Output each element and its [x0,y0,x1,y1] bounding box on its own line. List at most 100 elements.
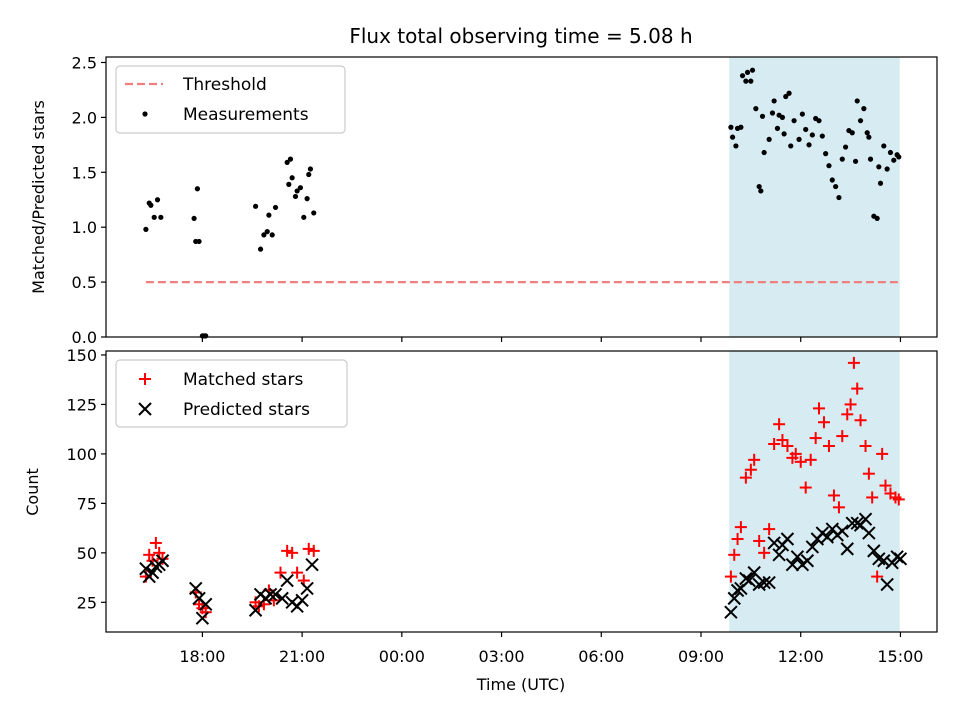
y-tick-label: 2.0 [72,108,97,127]
measurement-point [852,158,859,164]
count-panel: 25 50 75 100 125 150 18:00 21:00 00:00 03:00 06:0… [23,346,938,694]
matched-star-point [739,471,752,484]
matched-star-point [879,479,892,492]
predicted-star-point [155,554,170,568]
predicted-star-point [263,587,278,602]
measurement-point [269,232,275,238]
measurement-point [148,202,154,208]
measurement-point [891,157,897,163]
measurement-point [272,204,279,211]
measurement-point [823,151,829,157]
predicted-star-point [300,581,314,596]
matched-star-point [149,536,162,549]
count-legend-box [115,359,348,428]
predicted-star-point [742,573,756,588]
measurement-point [733,143,739,149]
measurement-point [739,73,746,79]
measurement-point [874,215,880,222]
measurement-point [756,183,762,190]
matched-legend-label: Matched stars [183,370,303,390]
y-tick-label: 0.5 [72,273,97,292]
measurement-point [788,143,794,149]
count-legend: Matched stars Predicted stars [115,359,348,428]
predicted-star-point [275,591,289,606]
matched-star-point [832,501,845,514]
measurement-point [781,131,787,137]
measurement-point [154,197,161,203]
predicted-star-point [785,558,800,572]
measurement-point [779,114,786,120]
measurement-point [196,238,202,245]
matched-star-point [794,455,807,468]
matched-star-point [763,523,776,536]
matched-star-point [291,566,304,579]
y-tick-label: 2.5 [72,53,97,72]
matched-star-point [841,408,854,421]
measurement-point [292,193,299,200]
measurement-point [753,106,759,112]
measurement-point [866,134,872,140]
measurement-point [297,185,304,191]
measurement-point [143,226,149,232]
y-tick-label: 1.5 [72,163,97,182]
matched-star-point [789,447,802,460]
measurement-point [833,183,839,190]
measurement-point [738,124,744,130]
matched-star-point [812,402,825,415]
x-tick-label: 21:00 [279,647,325,666]
measurement-point [261,232,267,238]
predicted-star-point [727,591,741,606]
measurement-point [839,156,845,162]
measurement-point [158,214,164,220]
matched-star-point [827,489,840,502]
predicted-star-point [790,550,805,564]
predicted-legend-swatch [138,402,152,416]
measurement-point [744,69,751,75]
matched-star-point [817,416,830,429]
measurement-point [877,180,884,186]
predicted-star-point [800,554,815,568]
measurements-legend-swatch [142,111,148,117]
predicted-star-point [199,597,213,612]
threshold-legend-label: Threshold [182,75,267,95]
x-tick-label: 18:00 [179,647,225,666]
predicted-star-point [248,603,263,617]
ratio-panel-frame [105,56,938,338]
measurements-legend-label: Measurements [183,105,309,125]
observing-window-shade-top [729,57,900,337]
predicted-star-point [767,536,781,550]
measurement-point [728,124,734,130]
measurement-point [809,132,815,138]
measurement-point [796,136,802,142]
measurement-point [758,188,764,194]
predicted-star-point [280,573,294,588]
measurement-point [829,177,835,183]
measurement-point [729,134,736,140]
predicted-star-point [305,558,319,572]
measurement-point [881,143,887,149]
y-tick-label: 75 [77,494,97,513]
measurement-point [194,186,201,192]
x-tick-label: 15:00 [877,647,923,666]
matched-star-point [728,548,741,561]
matched-star-point [748,453,761,466]
predicted-star-point [805,540,820,554]
measurement-point [774,125,781,131]
x-tick-label: 03:00 [479,647,525,666]
matched-star-point [854,414,867,427]
measurement-point [294,188,300,194]
measurement-point [867,156,874,162]
matched-star-point [804,453,817,466]
matched-star-point [274,566,287,579]
measurement-point [806,142,812,148]
measurement-point [761,149,767,156]
matched-star-point [799,481,812,494]
predicted-star-point [845,516,859,530]
measurement-point [286,181,292,187]
predicted-star-point [780,532,795,546]
measurement-point [304,196,310,202]
matched-legend-swatch [139,373,151,385]
measurement-point [743,78,749,84]
ratio-y-axis-label: Matched/Predicted stars [29,100,48,294]
